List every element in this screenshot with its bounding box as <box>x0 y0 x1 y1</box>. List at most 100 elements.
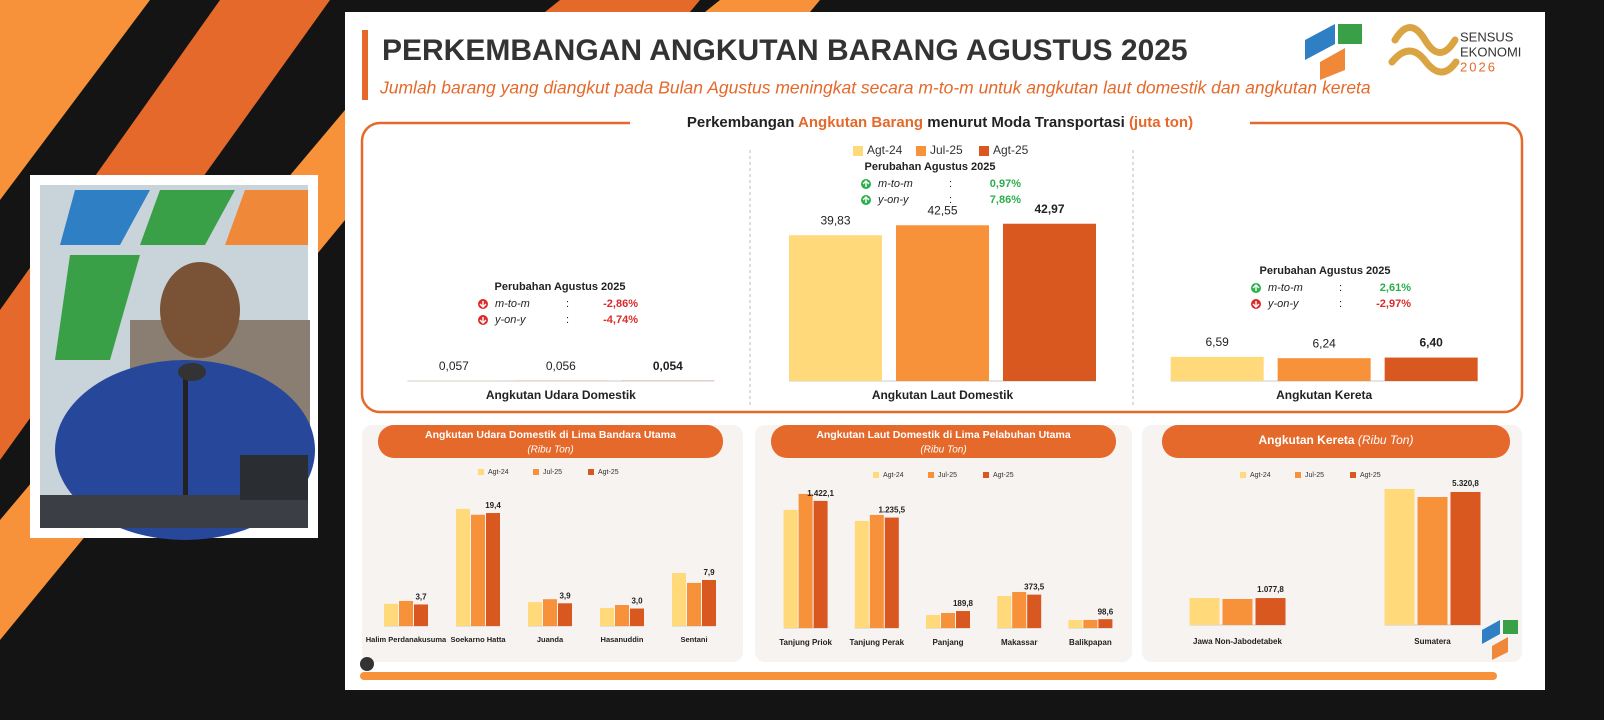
category-label: Hasanuddin <box>601 635 644 644</box>
value-label: 42,55 <box>927 203 957 217</box>
value-label: 6,24 <box>1312 336 1336 350</box>
value-label: 0,054 <box>653 359 683 373</box>
legend-swatch <box>916 146 926 156</box>
change-label: m-to-m <box>1268 282 1303 294</box>
change-label: y-on-y <box>877 194 910 206</box>
legend-label: Agt-24 <box>867 143 903 157</box>
footer-bar <box>360 672 1497 680</box>
panel-header <box>378 425 723 458</box>
value-label: 98,6 <box>1098 607 1114 616</box>
category-label: Balikpapan <box>1069 638 1112 647</box>
bar <box>414 604 428 626</box>
bar <box>456 508 470 626</box>
legend-swatch <box>928 472 934 478</box>
logo-block <box>1503 620 1518 634</box>
change-value: 0,97% <box>990 178 1021 190</box>
legend-label: Agt-24 <box>488 469 509 476</box>
title-accent <box>362 30 368 100</box>
bar <box>384 603 398 626</box>
bar <box>600 607 614 626</box>
legend-label: Jul-25 <box>543 469 562 476</box>
annotation-title: Perubahan Agustus 2025 <box>1259 265 1390 277</box>
person-head <box>160 262 240 358</box>
value-label: 42,97 <box>1034 202 1064 216</box>
edit-icon[interactable] <box>360 657 374 671</box>
panel-title-part: menurut Moda Transportasi <box>923 114 1129 131</box>
panel-header-title: Angkutan Udara Domestik di Lima Bandara … <box>425 429 676 441</box>
bar <box>1384 357 1478 381</box>
bar <box>926 614 940 628</box>
annotation-title: Perubahan Agustus 2025 <box>494 281 625 293</box>
legend-swatch <box>1350 472 1356 478</box>
legend-label: Agt-25 <box>1360 472 1381 479</box>
bar <box>854 520 869 628</box>
value-label: 0,056 <box>546 359 576 373</box>
bps-logo <box>1305 24 1460 80</box>
panel-header-title: Angkutan Kereta (Ribu Ton) <box>1259 433 1414 447</box>
legend-swatch <box>478 469 484 475</box>
legend-swatch <box>1295 472 1301 478</box>
category-label: Soekarno Hatta <box>450 635 506 644</box>
slide-subtitle: Jumlah barang yang diangkut pada Bulan A… <box>379 78 1371 98</box>
bar <box>1189 598 1220 625</box>
change-value: 7,86% <box>990 194 1021 206</box>
change-label: y-on-y <box>1267 298 1300 310</box>
microphone-stand <box>183 370 188 505</box>
change-value: -2,86% <box>603 298 638 310</box>
bar <box>1027 594 1042 628</box>
bar <box>630 608 644 626</box>
desk <box>40 495 308 528</box>
bar <box>813 500 828 628</box>
value-label: 6,59 <box>1205 335 1229 349</box>
bar <box>543 599 557 626</box>
category-label: Angkutan Kereta <box>1276 388 1372 402</box>
value-label: 373,5 <box>1024 583 1045 592</box>
logo-block <box>1492 637 1508 660</box>
wall-logo <box>140 190 235 245</box>
wall-logo <box>55 255 140 360</box>
bar <box>1068 619 1083 628</box>
value-label: 1.077,8 <box>1257 585 1284 594</box>
legend-label: Agt-24 <box>1250 472 1271 479</box>
panel-header-unit: (Ribu Ton) <box>527 445 573 456</box>
change-separator: : <box>566 314 569 326</box>
bar <box>884 517 899 628</box>
bar <box>1277 358 1371 381</box>
bar <box>1098 619 1113 628</box>
category-label: Tanjung Priok <box>779 638 832 647</box>
panel-header-unit: (Ribu Ton) <box>920 445 966 456</box>
bar <box>1222 599 1253 625</box>
bar <box>783 509 798 628</box>
panel-header-unit: (Ribu Ton) <box>1358 433 1414 447</box>
panel-title-part: Angkutan Barang <box>798 114 923 131</box>
value-label: 3,7 <box>415 593 427 602</box>
bar <box>1003 223 1096 381</box>
bar <box>615 605 629 626</box>
change-arrow <box>479 317 487 324</box>
category-label: Angkutan Udara Domestik <box>486 388 636 402</box>
panel-header <box>1162 425 1510 458</box>
panel-header-title: Angkutan Laut Domestik di Lima Pelabuhan… <box>816 429 1071 441</box>
bar <box>702 579 716 626</box>
bar <box>558 603 572 626</box>
logo-block <box>1320 48 1345 80</box>
legend-swatch <box>983 472 989 478</box>
value-label: 19,4 <box>485 501 501 510</box>
panel-title-part: Perkembangan <box>687 114 798 131</box>
change-separator: : <box>949 178 952 190</box>
logo-text: EKONOMI <box>1460 44 1521 59</box>
value-label: 189,8 <box>953 599 974 608</box>
change-value: -2,97% <box>1376 298 1411 310</box>
change-separator: : <box>1339 298 1342 310</box>
legend-swatch <box>979 146 989 156</box>
legend-label: Jul-25 <box>1305 472 1324 479</box>
stripe <box>0 0 150 200</box>
sensus-logo <box>1388 24 1460 76</box>
value-label: 7,9 <box>703 568 715 577</box>
bar <box>1384 488 1415 625</box>
panel-header-title-main: Angkutan Kereta <box>1259 433 1358 447</box>
panel-title-part: (juta ton) <box>1129 114 1193 131</box>
bar <box>798 493 813 628</box>
category-label: Makassar <box>1001 638 1037 647</box>
category-label: Jawa Non-Jabodetabek <box>1193 637 1282 646</box>
